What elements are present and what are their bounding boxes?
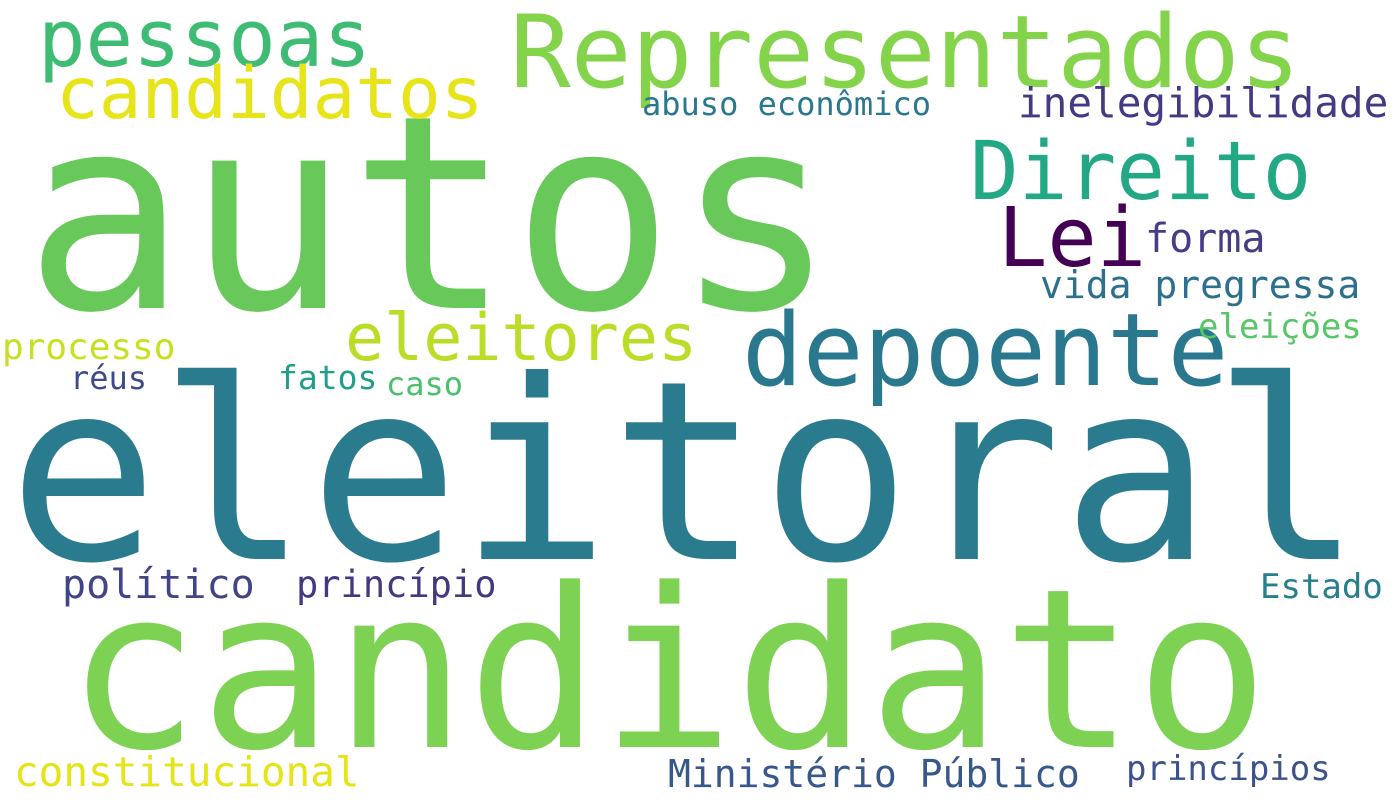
word-ministerio-publico: Ministério Público bbox=[668, 752, 1080, 796]
word-candidato: candidato bbox=[66, 542, 1269, 800]
word-caso: caso bbox=[386, 365, 464, 403]
word-principios: princípios bbox=[1126, 749, 1331, 789]
word-eleitoral: eleitoral bbox=[8, 327, 1363, 618]
word-lei: Lei bbox=[998, 191, 1147, 286]
word-eleicoes: eleições bbox=[1198, 307, 1362, 347]
word-eleitores: eleitores bbox=[345, 301, 698, 376]
word-principio: princípio bbox=[296, 563, 497, 606]
word-forma: forma bbox=[1145, 216, 1266, 262]
word-constitucional: constitucional bbox=[14, 748, 360, 796]
word-politico: político bbox=[62, 562, 255, 608]
word-depoente: depoente bbox=[742, 291, 1229, 409]
word-pessoas: pessoas bbox=[38, 0, 371, 85]
word-reus: réus bbox=[70, 359, 148, 397]
word-estado: Estado bbox=[1260, 567, 1383, 607]
word-fatos: fatos bbox=[278, 358, 378, 397]
word-vida-pregressa: vida pregressa bbox=[1040, 263, 1361, 307]
word-candidatos: candidatos bbox=[56, 52, 484, 135]
word-autos: autos bbox=[24, 57, 837, 372]
word-processo: processo bbox=[2, 327, 176, 368]
word-representados: Representados bbox=[510, 0, 1301, 111]
word-inelegibilidade: inelegibilidade bbox=[1018, 79, 1389, 127]
word-direito: Direito bbox=[970, 125, 1312, 219]
word-abuso-economico: abuso econômico bbox=[642, 85, 931, 123]
